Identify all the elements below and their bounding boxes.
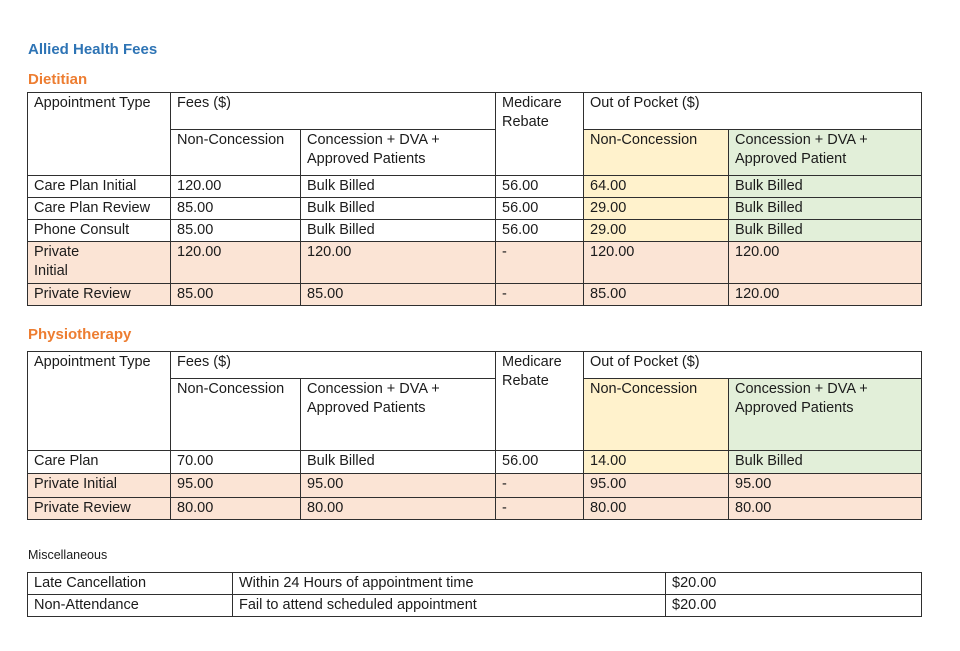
section-heading-physiotherapy: Physiotherapy bbox=[28, 326, 132, 343]
cell-fee-concession: Bulk Billed bbox=[300, 197, 496, 220]
cell-oop-non-concession: 29.00 bbox=[583, 197, 729, 220]
cell-appointment-type: Care Plan Review bbox=[27, 197, 171, 220]
cell-medicare-rebate: 56.00 bbox=[495, 219, 584, 242]
cell-appointment-type: Private Review bbox=[27, 283, 171, 306]
cell-oop-non-concession: 85.00 bbox=[583, 283, 729, 306]
cell-medicare-rebate: - bbox=[495, 283, 584, 306]
header-oop-non-concession: Non-Concession bbox=[583, 378, 729, 451]
table-row: Care Plan Initial 120.00 Bulk Billed 56.… bbox=[27, 175, 923, 198]
cell-fee-non-concession: 80.00 bbox=[170, 497, 301, 520]
table-row: Phone Consult 85.00 Bulk Billed 56.00 29… bbox=[27, 219, 923, 242]
cell-fee-description: Fail to attend scheduled appointment bbox=[232, 594, 666, 617]
cell-oop-concession: 80.00 bbox=[727, 497, 923, 520]
cell-fee-concession: 80.00 bbox=[300, 497, 496, 520]
cell-medicare-rebate: 56.00 bbox=[495, 175, 584, 198]
cell-appointment-type: Private Review bbox=[27, 497, 171, 520]
cell-medicare-rebate: - bbox=[495, 473, 584, 498]
document-page: Allied Health Fees Dietitian Appointment… bbox=[27, 41, 923, 617]
section-heading-dietitian: Dietitian bbox=[28, 71, 88, 88]
table-row: Non-Attendance Fail to attend scheduled … bbox=[27, 594, 922, 617]
table-row-private: Private Initial 120.00 120.00 - 120.00 1… bbox=[27, 241, 923, 284]
dietitian-fee-table: Appointment Type Fees ($) Medicare Rebat… bbox=[27, 92, 923, 306]
header-oop-non-concession: Non-Concession bbox=[583, 129, 729, 176]
cell-appointment-type: Private Initial bbox=[27, 241, 171, 284]
header-medicare-rebate: Medicare Rebate bbox=[495, 351, 584, 451]
cell-fee-concession: Bulk Billed bbox=[300, 219, 496, 242]
table-row: Late Cancellation Within 24 Hours of app… bbox=[27, 572, 922, 595]
cell-fee-concession: 85.00 bbox=[300, 283, 496, 306]
cell-oop-non-concession: 29.00 bbox=[583, 219, 729, 242]
cell-oop-concession: 120.00 bbox=[727, 241, 923, 284]
table-subheader-row: Non-Concession Concession + DVA + Approv… bbox=[28, 378, 923, 451]
miscellaneous-fee-table: Late Cancellation Within 24 Hours of app… bbox=[27, 572, 922, 617]
header-fees: Fees ($) bbox=[170, 92, 496, 130]
cell-fee-amount: $20.00 bbox=[665, 572, 922, 595]
cell-medicare-rebate: - bbox=[495, 497, 584, 520]
cell-oop-non-concession: 80.00 bbox=[583, 497, 729, 520]
cell-appointment-type: Care Plan Initial bbox=[27, 175, 171, 198]
cell-oop-concession: Bulk Billed bbox=[727, 219, 923, 242]
cell-appointment-type: Phone Consult bbox=[27, 219, 171, 242]
table-row: Care Plan Review 85.00 Bulk Billed 56.00… bbox=[27, 197, 923, 220]
cell-fee-item: Late Cancellation bbox=[27, 572, 233, 595]
cell-oop-concession: Bulk Billed bbox=[727, 175, 923, 198]
header-fees-non-concession: Non-Concession bbox=[170, 129, 301, 176]
cell-fee-concession: 120.00 bbox=[300, 241, 496, 284]
cell-fee-non-concession: 70.00 bbox=[170, 450, 301, 474]
header-fees-concession: Concession + DVA + Approved Patients bbox=[300, 378, 496, 451]
cell-fee-item: Non-Attendance bbox=[27, 594, 233, 617]
table-header-row: Appointment Type Fees ($) Medicare Rebat… bbox=[27, 92, 923, 176]
cell-fee-amount: $20.00 bbox=[665, 594, 922, 617]
cell-oop-non-concession: 64.00 bbox=[583, 175, 729, 198]
header-out-of-pocket: Out of Pocket ($) bbox=[582, 92, 923, 130]
cell-fee-non-concession: 120.00 bbox=[170, 175, 301, 198]
cell-fee-non-concession: 120.00 bbox=[170, 241, 301, 284]
physiotherapy-fee-table: Appointment Type Fees ($) Medicare Rebat… bbox=[27, 351, 923, 520]
cell-fee-non-concession: 85.00 bbox=[170, 283, 301, 306]
cell-oop-concession: Bulk Billed bbox=[727, 450, 923, 474]
table-row: Care Plan 70.00 Bulk Billed 56.00 14.00 … bbox=[27, 450, 923, 474]
cell-fee-non-concession: 85.00 bbox=[170, 219, 301, 242]
header-fees-concession: Concession + DVA + Approved Patients bbox=[300, 129, 496, 176]
cell-fee-concession: 95.00 bbox=[300, 473, 496, 498]
cell-oop-non-concession: 95.00 bbox=[583, 473, 729, 498]
cell-oop-concession: Bulk Billed bbox=[727, 197, 923, 220]
cell-fee-concession: Bulk Billed bbox=[300, 450, 496, 474]
header-oop-concession: Concession + DVA + Approved Patient bbox=[727, 129, 923, 176]
cell-appointment-type: Care Plan bbox=[27, 450, 171, 474]
cell-medicare-rebate: 56.00 bbox=[495, 197, 584, 220]
cell-medicare-rebate: 56.00 bbox=[495, 450, 584, 474]
table-subheader-row: Non-Concession Concession + DVA + Approv… bbox=[28, 129, 923, 176]
table-row-private: Private Review 80.00 80.00 - 80.00 80.00 bbox=[27, 497, 923, 520]
table-row-private: Private Initial 95.00 95.00 - 95.00 95.0… bbox=[27, 473, 923, 498]
header-appointment-type: Appointment Type bbox=[27, 351, 171, 451]
page-title: Allied Health Fees bbox=[28, 41, 158, 58]
table-header-row: Appointment Type Fees ($) Medicare Rebat… bbox=[27, 351, 923, 451]
cell-oop-non-concession: 120.00 bbox=[583, 241, 729, 284]
header-medicare-rebate: Medicare Rebate bbox=[495, 92, 584, 176]
header-out-of-pocket: Out of Pocket ($) bbox=[582, 351, 923, 379]
header-oop-concession: Concession + DVA + Approved Patients bbox=[727, 378, 923, 451]
cell-fee-non-concession: 85.00 bbox=[170, 197, 301, 220]
header-fees: Fees ($) bbox=[170, 351, 496, 379]
cell-fee-description: Within 24 Hours of appointment time bbox=[232, 572, 666, 595]
cell-oop-concession: 95.00 bbox=[727, 473, 923, 498]
section-heading-miscellaneous: Miscellaneous bbox=[28, 548, 108, 562]
cell-appointment-type: Private Initial bbox=[27, 473, 171, 498]
header-appointment-type: Appointment Type bbox=[27, 92, 171, 176]
cell-oop-concession: 120.00 bbox=[727, 283, 923, 306]
cell-fee-concession: Bulk Billed bbox=[300, 175, 496, 198]
cell-medicare-rebate: - bbox=[495, 241, 584, 284]
table-row-private: Private Review 85.00 85.00 - 85.00 120.0… bbox=[27, 283, 923, 306]
cell-fee-non-concession: 95.00 bbox=[170, 473, 301, 498]
header-fees-non-concession: Non-Concession bbox=[170, 378, 301, 451]
cell-oop-non-concession: 14.00 bbox=[583, 450, 729, 474]
